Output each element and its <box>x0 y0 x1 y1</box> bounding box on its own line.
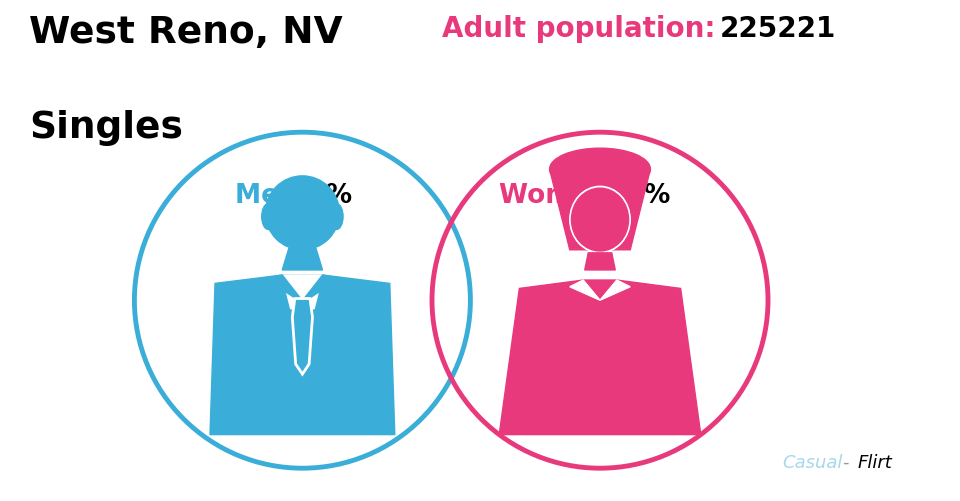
Polygon shape <box>600 281 630 301</box>
Polygon shape <box>585 254 615 271</box>
Text: 48%: 48% <box>290 183 353 209</box>
Ellipse shape <box>549 149 651 191</box>
Text: Casual: Casual <box>782 453 843 471</box>
Ellipse shape <box>570 187 630 254</box>
Text: West Reno, NV: West Reno, NV <box>29 15 343 51</box>
Text: Men:: Men: <box>235 183 318 209</box>
Text: Adult population:: Adult population: <box>442 15 725 43</box>
Polygon shape <box>549 170 651 250</box>
Polygon shape <box>292 299 313 374</box>
Text: Flirt: Flirt <box>857 453 892 471</box>
Ellipse shape <box>571 189 629 252</box>
Polygon shape <box>304 276 339 299</box>
Ellipse shape <box>262 204 276 230</box>
Polygon shape <box>265 276 300 299</box>
Polygon shape <box>499 281 701 435</box>
Polygon shape <box>570 281 600 301</box>
Polygon shape <box>210 276 395 435</box>
Ellipse shape <box>329 204 343 230</box>
Text: -: - <box>842 453 849 471</box>
Polygon shape <box>282 248 323 271</box>
Text: Women:: Women: <box>499 183 630 209</box>
Text: Singles: Singles <box>29 110 182 146</box>
Ellipse shape <box>265 176 339 250</box>
Polygon shape <box>282 276 323 309</box>
Text: 51%: 51% <box>607 183 670 209</box>
Text: 225221: 225221 <box>720 15 836 43</box>
